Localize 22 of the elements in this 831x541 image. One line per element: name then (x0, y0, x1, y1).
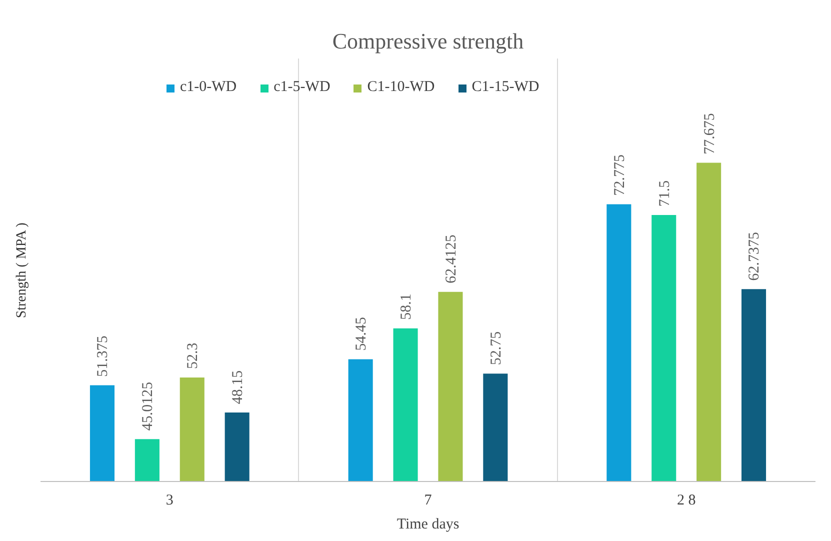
data-label: 51.375 (95, 336, 112, 377)
x-tick-label: 2 8 (676, 492, 696, 508)
data-label: 52.75 (488, 331, 504, 366)
data-label: 48.15 (230, 370, 246, 404)
data-label: 54.45 (354, 317, 370, 351)
x-tick-label: 3 (166, 492, 174, 508)
data-label: 62.4125 (443, 234, 460, 284)
legend-label: c1-0-WD (180, 79, 237, 96)
data-label: 45.0125 (140, 382, 156, 431)
data-label: 71.5 (656, 180, 673, 207)
chart-title: Compressive strength (332, 28, 524, 54)
legend-label: C1-10-WD (367, 79, 435, 96)
data-label: 72.775 (612, 154, 628, 196)
data-label: 62.7375 (746, 232, 763, 281)
y-axis-title: Strength ( MPA ) (14, 222, 30, 318)
legend-label: C1-15-WD (472, 79, 540, 96)
data-label: 77.675 (702, 113, 718, 154)
data-label: 52.3 (185, 342, 202, 369)
x-axis-title: Time days (396, 516, 460, 532)
legend-label: c1-5-WD (274, 79, 330, 96)
x-tick-label: 7 (424, 492, 432, 508)
data-label: 58.1 (398, 294, 415, 320)
